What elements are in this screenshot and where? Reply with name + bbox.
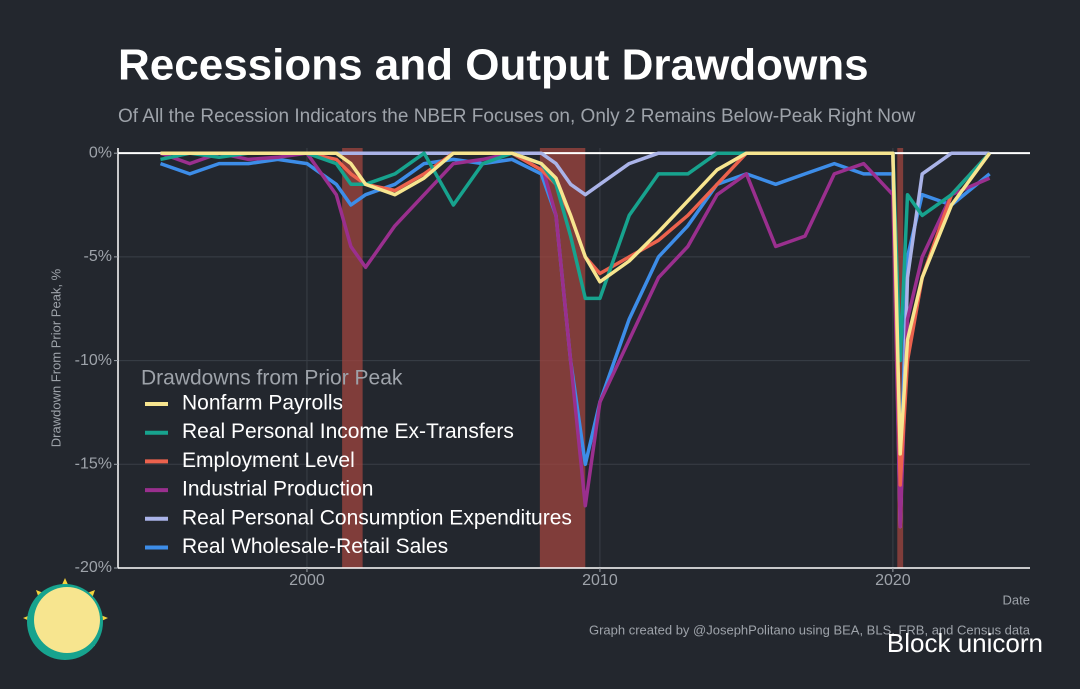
caption: Graph created by @JosephPolitano using B… (589, 622, 1031, 637)
legend-label: Employment Level (182, 449, 355, 472)
series-line (159, 151, 991, 529)
x-tick-label: 2020 (875, 572, 911, 589)
x-tick-label: 2000 (289, 572, 325, 589)
chart-title: Recessions and Output Drawdowns (118, 41, 869, 90)
legend-label: Real Personal Income Ex-Transfers (182, 420, 514, 443)
legend-label: Real Wholesale-Retail Sales (182, 535, 448, 558)
recession-band (342, 148, 363, 568)
y-axis-label: Drawdown From Prior Peak, % (48, 268, 63, 447)
recession-band (539, 148, 586, 568)
y-tick-label: -10% (75, 352, 112, 369)
x-axis-label: Date (1003, 592, 1030, 607)
series-line (160, 151, 992, 456)
legend-title: Drawdowns from Prior Peak (141, 367, 403, 390)
x-tick-label: 2010 (582, 572, 618, 589)
y-tick-label: -15% (75, 456, 112, 473)
legend-label: Industrial Production (182, 478, 373, 501)
sun-logo (23, 578, 108, 660)
legend-label: Nonfarm Payrolls (182, 392, 343, 415)
y-tick-label: 0% (89, 144, 112, 161)
y-tick-label: -20% (75, 559, 112, 576)
chart-subtitle: Of All the Recession Indicators the NBER… (118, 106, 916, 127)
y-tick-label: -5% (84, 248, 112, 265)
legend-label: Real Personal Consumption Expenditures (182, 506, 572, 529)
watermark: Block unicorn (887, 628, 1043, 658)
